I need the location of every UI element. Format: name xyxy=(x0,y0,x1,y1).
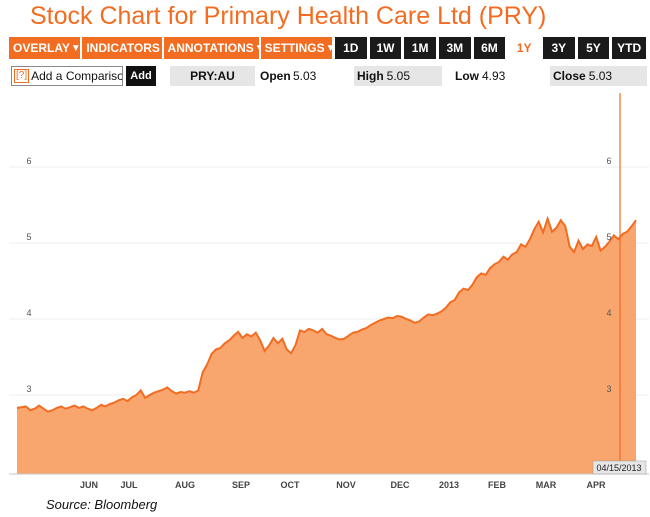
x-tick-label: FEB xyxy=(488,480,507,490)
low-stat: Low 4.93 xyxy=(452,66,540,86)
settings-dropdown[interactable]: SETTINGS ▼ xyxy=(260,37,332,59)
annotations-dropdown[interactable]: ANNOTATIONS▼ xyxy=(163,37,259,59)
high-label: High xyxy=(357,69,384,83)
low-label: Low xyxy=(455,69,479,83)
range-5y-button[interactable]: 5Y xyxy=(577,37,610,59)
x-tick-label: NOV xyxy=(336,480,356,490)
comparison-input[interactable]: [?] Add a Comparison xyxy=(11,66,123,86)
annotations-label: ANNOTATIONS xyxy=(167,41,254,55)
overlay-label: OVERLAY xyxy=(13,41,70,55)
x-tick-label: AUG xyxy=(175,480,195,490)
y-tick-label: 4 xyxy=(606,308,611,318)
indicators-label: INDICATORS xyxy=(86,41,160,55)
range-3y-button[interactable]: 3Y xyxy=(542,37,575,59)
y-tick-label: 5 xyxy=(26,232,31,242)
x-tick-label: DEC xyxy=(390,480,410,490)
x-tick-label: MAR xyxy=(536,480,557,490)
settings-label: SETTINGS xyxy=(264,41,325,55)
price-chart[interactable]: 3 4 5 6 3 4 5 6 JUN JUL AUG SEP OCT NOV DEC 2013 FEB MA… xyxy=(9,93,649,495)
y-axis-right: 3 4 5 6 xyxy=(606,156,611,394)
range-1w-button[interactable]: 1W xyxy=(369,37,402,59)
open-value: 5.03 xyxy=(293,69,317,83)
y-tick-label: 3 xyxy=(606,384,611,394)
chevron-down-icon: ▼ xyxy=(70,42,81,54)
range-3m-button[interactable]: 3M xyxy=(438,37,471,59)
x-tick-label: OCT xyxy=(281,480,301,490)
help-icon[interactable]: [?] xyxy=(14,69,30,83)
close-value: 5.03 xyxy=(588,69,613,83)
range-6m-button[interactable]: 6M xyxy=(473,37,506,59)
y-tick-label: 6 xyxy=(606,156,611,166)
comparison-placeholder: Add a Comparison xyxy=(31,69,123,83)
page-title: Stock Chart for Primary Health Care Ltd … xyxy=(30,2,547,30)
close-stat: Close 5.03 xyxy=(550,66,647,86)
overlay-dropdown[interactable]: OVERLAY ▼ xyxy=(9,37,81,59)
x-axis: JUN JUL AUG SEP OCT NOV DEC 2013 FEB MAR APR xyxy=(80,480,606,490)
indicators-dropdown[interactable]: INDICATORS▼ xyxy=(82,37,162,59)
open-label: Open xyxy=(260,69,290,83)
x-tick-label: APR xyxy=(586,480,606,490)
cursor-date-label: 04/15/2013 xyxy=(596,463,641,473)
low-value: 4.93 xyxy=(482,69,506,83)
price-line xyxy=(16,215,637,413)
chart-toolbar: OVERLAY▼ INDICATORS▼ ANNOTATIONS▼ SETTIN… xyxy=(9,37,649,59)
chevron-down-icon: ▼ xyxy=(325,42,332,54)
y-tick-label: 5 xyxy=(606,232,611,242)
x-tick-label: 2013 xyxy=(439,480,459,490)
chevron-down-icon: ▼ xyxy=(255,43,259,54)
x-tick-label: JUL xyxy=(120,480,138,490)
source-note: Source: Bloomberg xyxy=(46,497,158,512)
quote-info-bar: [?] Add a Comparison Add PRY:AU Open 5.0… xyxy=(9,66,649,88)
range-ytd-button[interactable]: YTD xyxy=(612,37,646,59)
price-area xyxy=(17,218,636,474)
y-tick-label: 3 xyxy=(26,384,31,394)
add-comparison-button[interactable]: Add xyxy=(126,66,156,86)
open-stat: Open 5.03 xyxy=(257,66,345,86)
x-tick-label: JUN xyxy=(80,480,98,490)
y-tick-label: 6 xyxy=(26,156,31,166)
x-tick-label: SEP xyxy=(232,480,250,490)
y-tick-label: 4 xyxy=(26,308,31,318)
cursor-date-background xyxy=(592,460,647,475)
range-1y-button[interactable]: 1Y xyxy=(508,37,540,59)
y-axis-left: 3 4 5 6 xyxy=(26,156,31,394)
ticker-symbol: PRY:AU xyxy=(170,66,255,86)
range-1m-button[interactable]: 1M xyxy=(404,37,436,59)
high-stat: High 5.05 xyxy=(354,66,442,86)
range-1d-button[interactable]: 1D xyxy=(334,37,367,59)
close-label: Close xyxy=(553,69,586,83)
chevron-down-icon: ▼ xyxy=(161,43,162,54)
high-value: 5.05 xyxy=(386,69,411,83)
cursor-date-badge: 04/15/2013 xyxy=(592,460,647,475)
